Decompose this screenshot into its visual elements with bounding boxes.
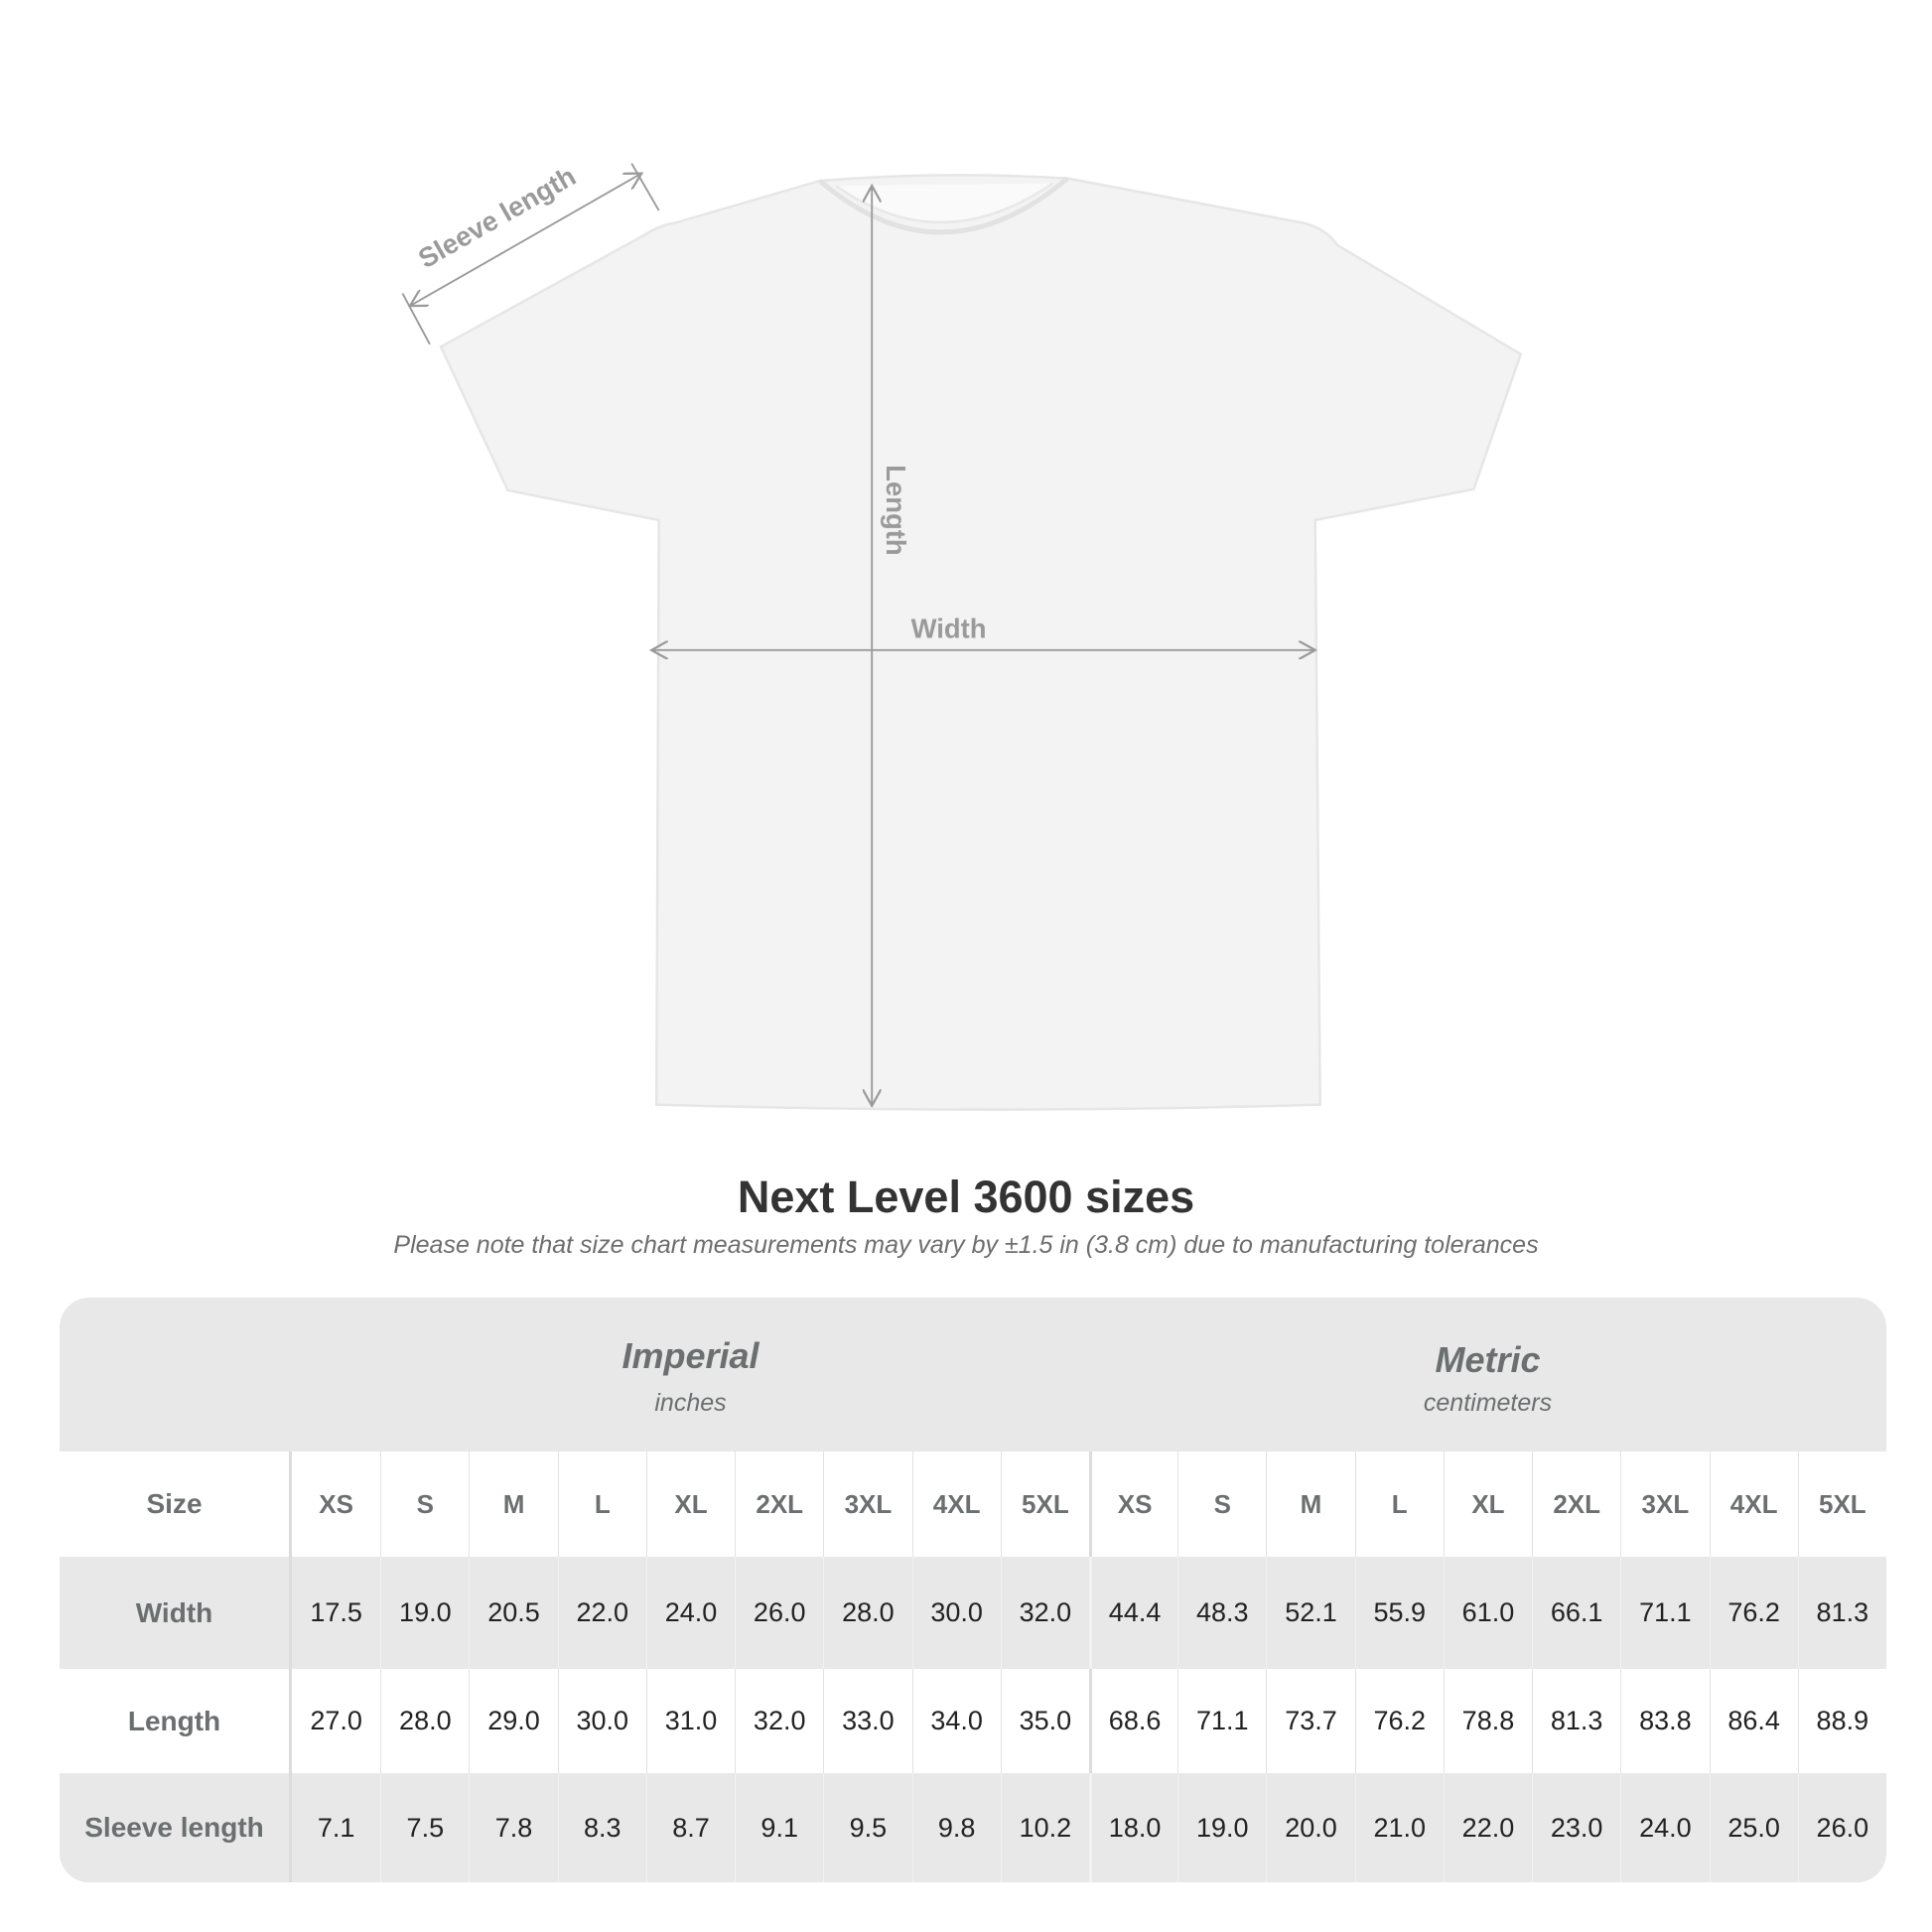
table-cell: 19.0 [1177, 1773, 1266, 1882]
table-cell: 7.5 [380, 1773, 469, 1882]
size-header-cell: XL [1443, 1451, 1532, 1557]
table-cell: 61.0 [1443, 1557, 1532, 1669]
size-header-cell: M [1266, 1451, 1354, 1557]
metric-label: Metric [1435, 1339, 1541, 1380]
table-cell: 9.5 [823, 1773, 911, 1882]
size-header-cell: 2XL [735, 1451, 823, 1557]
size-header-cell: L [1354, 1451, 1444, 1557]
tshirt-measurement-diagram: Sleeve length Length Width [401, 160, 1523, 1111]
table-cell: 32.0 [735, 1669, 823, 1773]
table-cell: 76.2 [1354, 1669, 1444, 1773]
collar [818, 176, 1069, 235]
row-label: Width [60, 1557, 292, 1669]
table-cell: 22.0 [557, 1557, 646, 1669]
size-header-cell: 2XL [1532, 1451, 1620, 1557]
table-cell: 78.8 [1443, 1669, 1532, 1773]
table-cell: 71.1 [1620, 1557, 1709, 1669]
size-row: Size XS S M L XL 2XL 3XL 4XL 5XL XS S M L XL 2XL 3XL 4XL 5… [60, 1451, 1886, 1557]
table-cell: 68.6 [1088, 1669, 1177, 1773]
table-cell: 10.2 [1000, 1773, 1089, 1882]
row-label: Length [60, 1669, 292, 1773]
table-cell: 73.7 [1266, 1669, 1354, 1773]
table-cell: 24.0 [645, 1557, 735, 1669]
table-cell: 7.8 [469, 1773, 557, 1882]
table-cell: 52.1 [1266, 1557, 1354, 1669]
table-cell: 44.4 [1088, 1557, 1177, 1669]
size-header-cell: M [469, 1451, 557, 1557]
page-title: Next Level 3600 sizes [737, 1172, 1195, 1222]
tolerance-note: Please note that size chart measurements… [393, 1231, 1539, 1259]
size-header-cell: S [380, 1451, 469, 1557]
table-cell: 9.8 [911, 1773, 1001, 1882]
table-cell: 31.0 [645, 1669, 735, 1773]
sleeve-length-row: Sleeve length 7.1 7.5 7.8 8.3 8.7 9.1 9.5 9.8 10.… [60, 1773, 1886, 1882]
table-cell: 30.0 [557, 1669, 646, 1773]
size-header-cell: 3XL [823, 1451, 911, 1557]
table-cell: 32.0 [1000, 1557, 1089, 1669]
table-cell: 29.0 [469, 1669, 557, 1773]
table-cell: 33.0 [823, 1669, 911, 1773]
table-cell: 81.3 [1532, 1669, 1620, 1773]
table-cell: 22.0 [1443, 1773, 1532, 1882]
size-header-cell: XS [319, 1488, 353, 1519]
table-cell: 24.0 [1620, 1773, 1709, 1882]
table-cell: 55.9 [1354, 1557, 1444, 1669]
table-cell: 30.0 [911, 1557, 1001, 1669]
table-cell: 48.3 [1177, 1557, 1266, 1669]
length-label: Length [881, 465, 911, 555]
size-header-cell: 4XL [1709, 1451, 1798, 1557]
table-cell: 28.0 [380, 1669, 469, 1773]
table-cell: 76.2 [1709, 1557, 1798, 1669]
table-cell: 8.7 [645, 1773, 735, 1882]
table-cell: 71.1 [1177, 1669, 1266, 1773]
imperial-header: Imperial inches [292, 1298, 1089, 1451]
size-header-cell: L [557, 1451, 646, 1557]
size-header-cell: 5XL [1797, 1451, 1886, 1557]
table-cell: 7.1 [317, 1812, 355, 1843]
table-cell: 26.0 [1797, 1773, 1886, 1882]
table-cell: 20.0 [1266, 1773, 1354, 1882]
width-label: Width [911, 613, 987, 643]
table-cell: 34.0 [911, 1669, 1001, 1773]
table-cell: 9.1 [735, 1773, 823, 1882]
table-cell: 20.5 [469, 1557, 557, 1669]
table-cell: 18.0 [1088, 1773, 1177, 1882]
size-header-cell: S [1177, 1451, 1266, 1557]
imperial-label: Imperial [621, 1335, 759, 1376]
size-header-cell: 3XL [1620, 1451, 1709, 1557]
table-cell: 86.4 [1709, 1669, 1798, 1773]
row-label: Sleeve length [60, 1773, 292, 1882]
size-header-cell: XL [645, 1451, 735, 1557]
table-cell: 26.0 [735, 1557, 823, 1669]
size-header-cell: XS [1088, 1451, 1177, 1557]
size-header-cell: 4XL [911, 1451, 1001, 1557]
table-cell: 81.3 [1797, 1557, 1886, 1669]
table-cell: 88.9 [1797, 1669, 1886, 1773]
metric-unit: centimeters [1423, 1389, 1553, 1417]
width-row: Width 17.5 19.0 20.5 22.0 24.0 26.0 28.0 30.0 32.… [60, 1557, 1886, 1669]
table-cell: 35.0 [1000, 1669, 1089, 1773]
table-cell: 23.0 [1532, 1773, 1620, 1882]
imperial-unit: inches [654, 1389, 727, 1417]
table-cell: 21.0 [1354, 1773, 1444, 1882]
table-cell: 28.0 [823, 1557, 911, 1669]
table-cell: 19.0 [380, 1557, 469, 1669]
table-cell: 17.5 [310, 1597, 362, 1627]
table-cell: 83.8 [1620, 1669, 1709, 1773]
table-cell: 66.1 [1532, 1557, 1620, 1669]
length-row: Length 27.0 28.0 29.0 30.0 31.0 32.0 33.0 34.0 35… [60, 1669, 1886, 1773]
table-cell: 27.0 [310, 1706, 362, 1735]
size-table: Imperial inches Metric centimeters Size X… [60, 1298, 1886, 1882]
sleeve-arrow [410, 174, 641, 306]
row-label: Size [60, 1451, 292, 1557]
size-header-cell: 5XL [1000, 1451, 1089, 1557]
table-cell: 25.0 [1709, 1773, 1798, 1882]
metric-header: Metric centimeters [1089, 1298, 1886, 1451]
table-cell: 8.3 [557, 1773, 646, 1882]
